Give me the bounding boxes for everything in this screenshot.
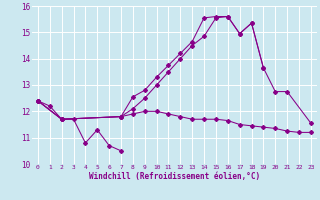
X-axis label: Windchill (Refroidissement éolien,°C): Windchill (Refroidissement éolien,°C)	[89, 172, 260, 181]
